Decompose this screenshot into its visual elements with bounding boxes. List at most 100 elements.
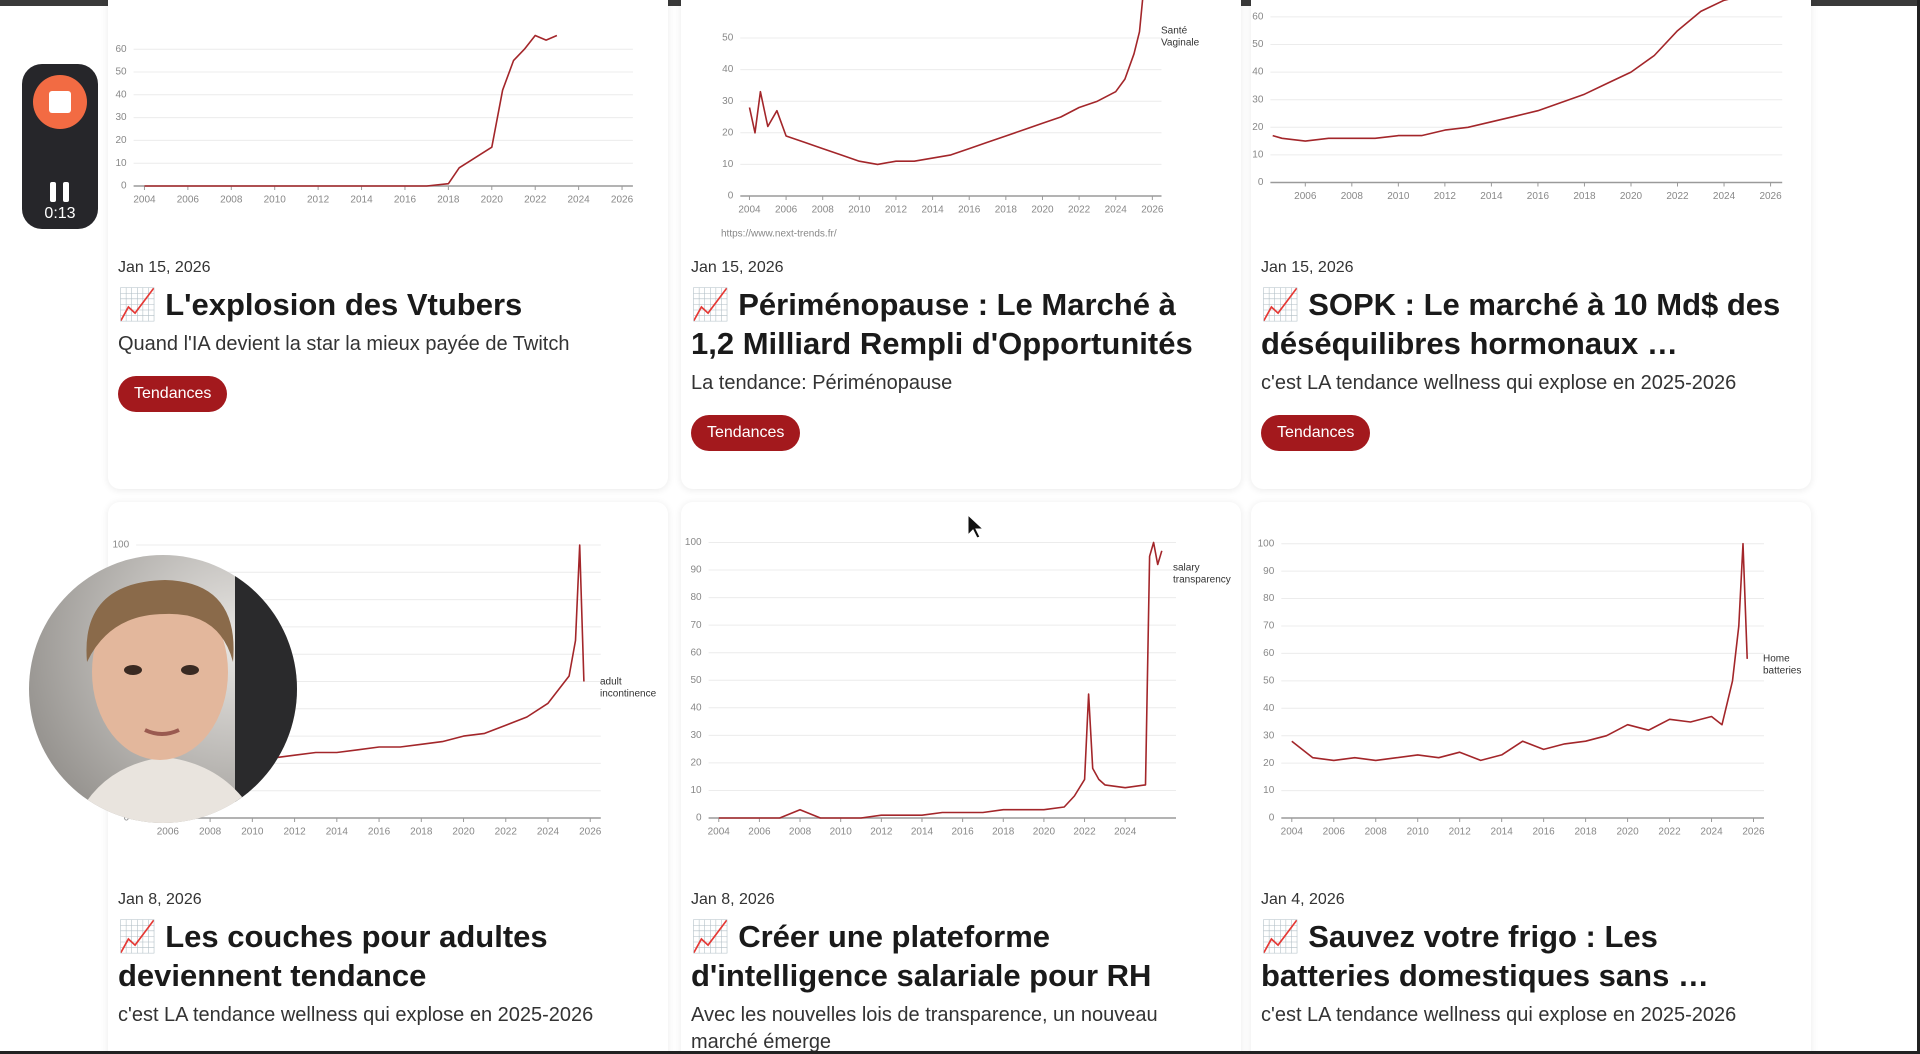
- x-tick-label: 2024: [568, 195, 591, 206]
- y-tick-label: 30: [115, 112, 127, 123]
- x-tick-label: 2016: [368, 827, 391, 838]
- x-tick-label: 2022: [1666, 191, 1689, 202]
- trend-line: [748, 0, 1144, 166]
- y-tick-label: 40: [115, 89, 127, 100]
- chart-source: https://www.next-trends.fr/: [721, 229, 837, 240]
- article-card[interactable]: [1251, 0, 1811, 489]
- x-tick-label: 2020: [452, 827, 475, 838]
- x-tick-label: 2016: [951, 827, 974, 838]
- y-tick-label: 50: [690, 675, 702, 686]
- y-tick-label: 50: [1263, 675, 1275, 686]
- card-text: Jan 15, 2026 📈 SOPK : Le marché à 10 Md$ …: [1261, 258, 1791, 451]
- x-tick-label: 2004: [133, 195, 156, 206]
- x-tick-label: 2012: [283, 827, 306, 838]
- mouse-cursor: [967, 513, 985, 539]
- x-tick-label: 2016: [1533, 827, 1556, 838]
- post-title[interactable]: 📈 Périménopause : Le Marché à 1,2 Millia…: [691, 287, 1193, 361]
- post-title[interactable]: 📈 SOPK : Le marché à 10 Md$ des déséquil…: [1261, 287, 1781, 361]
- trend-chart: 0 10 20 30 40 50 60 2006 2008 2010 2012 2014 2016 201…: [1252, 0, 1783, 202]
- x-tick-label: 2020: [1031, 205, 1054, 216]
- trend-chart: 0 10 20 30 40 50 2004 2006 2008 2010 2012 2014 2016 2…: [721, 0, 1200, 240]
- x-tick-label: 2022: [524, 195, 547, 206]
- post-date: Jan 8, 2026: [691, 891, 775, 908]
- post-title[interactable]: 📈 Créer une plateforme d'intelligence sa…: [691, 919, 1152, 993]
- trend-line: [1272, 0, 1729, 142]
- x-tick-label: 2008: [1341, 191, 1364, 202]
- x-tick-label: 2010: [1407, 827, 1430, 838]
- post-date: Jan 15, 2026: [118, 259, 211, 276]
- series-annotation: Vaginale: [1161, 38, 1200, 49]
- x-tick-label: 2014: [911, 827, 934, 838]
- y-tick-label: 100: [685, 537, 702, 548]
- stop-icon: [49, 91, 71, 113]
- x-tick-label: 2022: [1658, 827, 1681, 838]
- x-tick-label: 2024: [1105, 205, 1128, 216]
- trend-chart: 0 10 20 30 40 50 60 70 80 90 100 2004 2006 2008 2010 20…: [685, 537, 1231, 838]
- x-tick-label: 2026: [579, 827, 602, 838]
- article-card[interactable]: [681, 0, 1241, 489]
- window-edge: [0, 1051, 1920, 1054]
- y-tick-label: 30: [690, 730, 702, 741]
- series-annotation: incontinence: [600, 689, 657, 700]
- card-text: Jan 15, 2026 📈 Périménopause : Le Marché …: [691, 258, 1221, 451]
- x-tick-label: 2018: [410, 827, 433, 838]
- trend-line: [144, 34, 558, 187]
- y-tick-label: 60: [690, 647, 702, 658]
- y-tick-label: 30: [1263, 730, 1275, 741]
- recording-time: 0:13: [44, 205, 76, 222]
- pause-icon[interactable]: [50, 182, 56, 202]
- article-card[interactable]: [1251, 502, 1811, 1054]
- y-tick-label: 90: [690, 565, 702, 576]
- y-tick-label: 50: [722, 33, 734, 44]
- series-annotation: batteries: [1763, 666, 1801, 677]
- x-tick-label: 2020: [1033, 827, 1056, 838]
- series-annotation: Santé: [1161, 26, 1188, 37]
- x-tick-label: 2010: [241, 827, 264, 838]
- category-tag[interactable]: Tendances: [1261, 415, 1371, 451]
- x-tick-label: 2010: [264, 195, 287, 206]
- post-description: Quand l'IA devient la star la mieux payé…: [118, 333, 570, 355]
- article-card[interactable]: [681, 502, 1241, 1054]
- x-tick-label: 2018: [992, 827, 1015, 838]
- y-tick-label: 70: [690, 620, 702, 631]
- x-tick-label: 2012: [307, 195, 330, 206]
- trend-chart: 0 10 20 30 40 50 60 70 80 90 100 2004 2006 2008 2010 20…: [1258, 538, 1802, 837]
- window-edge: [1917, 0, 1920, 1054]
- x-tick-label: 2018: [1573, 191, 1596, 202]
- y-tick-label: 60: [1252, 12, 1264, 23]
- x-tick-label: 2006: [157, 827, 180, 838]
- x-tick-label: 2012: [885, 205, 908, 216]
- x-tick-label: 2012: [870, 827, 893, 838]
- y-tick-label: 20: [1263, 758, 1275, 769]
- x-tick-label: 2026: [1141, 205, 1164, 216]
- x-tick-label: 2010: [1387, 191, 1410, 202]
- y-tick-label: 10: [690, 785, 702, 796]
- y-tick-label: 70: [1263, 621, 1275, 632]
- category-tag[interactable]: Tendances: [691, 415, 801, 451]
- post-title[interactable]: 📈 L'explosion des Vtubers: [118, 287, 523, 322]
- y-tick-label: 50: [1252, 39, 1264, 50]
- post-title[interactable]: 📈 Les couches pour adultes deviennent te…: [118, 919, 548, 993]
- card-text: Jan 4, 2026 📈 Sauvez votre frigo : Les ba…: [1261, 890, 1791, 1029]
- x-tick-label: 2004: [708, 827, 731, 838]
- x-tick-label: 2020: [1616, 827, 1639, 838]
- y-tick-label: 60: [115, 44, 127, 55]
- x-tick-label: 2006: [1323, 827, 1346, 838]
- x-tick-label: 2008: [199, 827, 222, 838]
- post-date: Jan 15, 2026: [1261, 259, 1354, 276]
- category-tag[interactable]: Tendances: [118, 376, 228, 412]
- y-tick-label: 10: [1263, 785, 1275, 796]
- pause-icon[interactable]: [63, 182, 69, 202]
- x-tick-label: 2024: [1713, 191, 1736, 202]
- trend-line: [718, 541, 1163, 819]
- x-tick-label: 2014: [1480, 191, 1503, 202]
- x-tick-label: 2024: [1700, 827, 1723, 838]
- x-tick-label: 2010: [848, 205, 871, 216]
- y-tick-label: 20: [690, 758, 702, 769]
- post-title[interactable]: 📈 Sauvez votre frigo : Les batteries dom…: [1261, 919, 1709, 993]
- y-tick-label: 0: [1269, 813, 1275, 824]
- y-tick-label: 10: [1252, 150, 1264, 161]
- x-tick-label: 2012: [1434, 191, 1457, 202]
- y-tick-label: 50: [115, 67, 127, 78]
- x-tick-label: 2014: [326, 827, 349, 838]
